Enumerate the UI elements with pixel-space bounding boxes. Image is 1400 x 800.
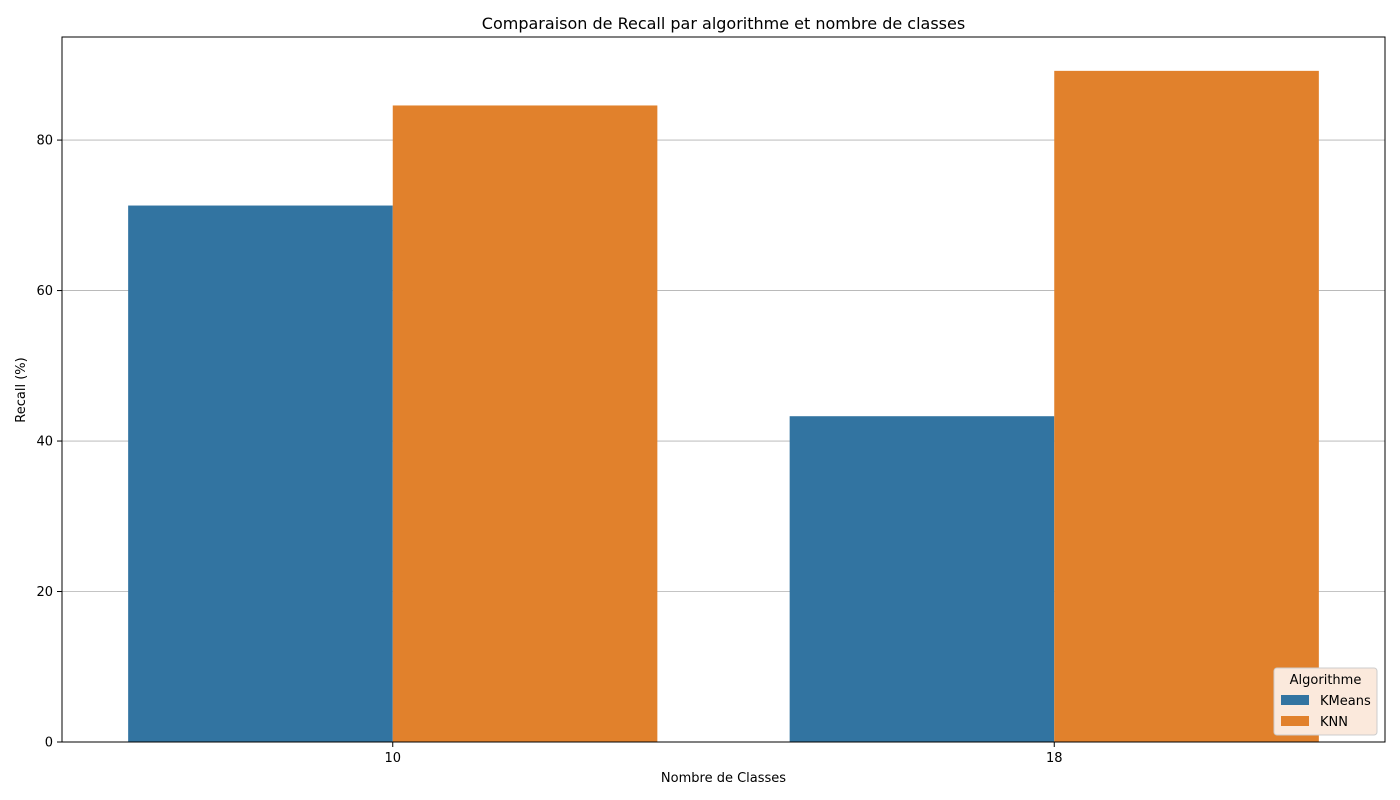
legend-swatch-kmeans — [1281, 695, 1309, 705]
y-tick-label: 40 — [36, 435, 53, 450]
y-tick-label: 0 — [45, 736, 53, 751]
bars — [128, 70, 1319, 743]
legend-swatch-knn — [1281, 716, 1309, 726]
legend-label-knn: KNN — [1320, 715, 1348, 730]
legend: Algorithme KMeans KNN — [1273, 667, 1378, 736]
chart-title: Comparaison de Recall par algorithme et … — [482, 14, 965, 33]
x-tick-label: 18 — [1046, 751, 1063, 766]
y-tick-label: 60 — [36, 284, 53, 299]
bar-knn-18 — [1054, 70, 1319, 743]
legend-items: KMeans KNN — [1281, 694, 1371, 730]
x-axis-label: Nombre de Classes — [661, 771, 786, 786]
plot-frame — [61, 36, 1386, 743]
y-axis-label: Recall (%) — [14, 357, 29, 422]
bar-knn-10 — [392, 105, 658, 743]
x-tick-label: 10 — [384, 751, 401, 766]
legend-title: Algorithme — [1290, 673, 1362, 688]
bar-kmeans-18 — [789, 416, 1055, 742]
y-tick-label: 80 — [36, 134, 53, 149]
axis-ticks: 0 20 40 60 80 10 18 — [36, 134, 1062, 766]
legend-label-kmeans: KMeans — [1320, 694, 1371, 709]
bar-kmeans-10 — [128, 205, 393, 742]
y-tick-label: 20 — [36, 585, 53, 600]
